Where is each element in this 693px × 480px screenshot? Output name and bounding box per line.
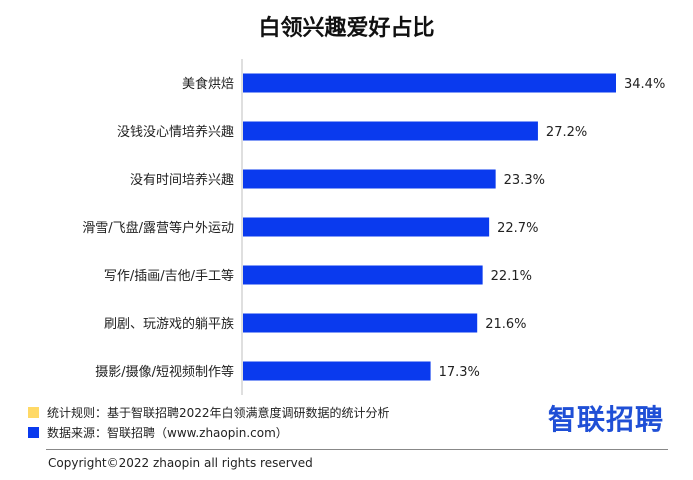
note-source-text: 数据来源：智联招聘（www.zhaopin.com）	[47, 425, 288, 440]
value-label: 34.4%	[624, 77, 665, 92]
footer-divider	[46, 449, 668, 450]
category-label: 写作/插画/吉他/手工等	[104, 268, 234, 284]
bar	[243, 361, 431, 381]
note-source: 数据来源：智联招聘（www.zhaopin.com）	[28, 422, 390, 442]
bar-chart: 美食烘焙 34.4% 没钱没心情培养兴趣 27.2% 没有时间培养兴趣 23.3% 滑雪/飞…	[82, 59, 665, 395]
value-label: 23.3%	[504, 173, 545, 188]
note-rule-text: 统计规则：基于智联招聘2022年白领满意度调研数据的统计分析	[47, 405, 390, 420]
category-label: 没有时间培养兴趣	[130, 172, 234, 188]
value-label: 22.7%	[497, 221, 538, 236]
category-label: 滑雪/飞盘/露营等户外运动	[82, 220, 234, 236]
bar	[243, 265, 483, 285]
brand-logo: 智联招聘	[548, 403, 665, 436]
chart-title: 白领兴趣爱好占比	[258, 16, 435, 41]
value-label: 17.3%	[439, 365, 480, 380]
bar	[243, 169, 496, 189]
rule-swatch	[28, 406, 39, 418]
category-label: 摄影/摄像/短视频制作等	[95, 364, 234, 380]
source-swatch	[28, 426, 39, 438]
value-label: 27.2%	[546, 125, 587, 140]
bar	[243, 121, 538, 141]
category-label: 刷剧、玩游戏的躺平族	[104, 316, 234, 332]
bar	[243, 73, 616, 93]
copyright-text: Copyright©2022 zhaopin all rights reserv…	[48, 456, 313, 470]
value-label: 22.1%	[491, 269, 532, 284]
bar	[243, 217, 490, 237]
note-rule: 统计规则：基于智联招聘2022年白领满意度调研数据的统计分析	[28, 402, 390, 422]
bar	[243, 313, 478, 333]
chart-notes: 统计规则：基于智联招聘2022年白领满意度调研数据的统计分析 数据来源：智联招聘…	[28, 402, 390, 442]
value-label: 21.6%	[485, 317, 526, 332]
category-label: 美食烘焙	[182, 76, 234, 92]
category-label: 没钱没心情培养兴趣	[117, 124, 234, 140]
